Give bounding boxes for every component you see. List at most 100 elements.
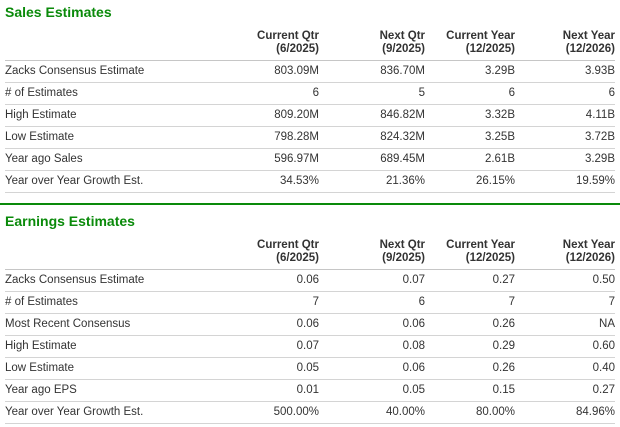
- cell-value: 0.07: [219, 335, 319, 358]
- cell-value: 0.06: [219, 313, 319, 336]
- cell-value: 846.82M: [319, 104, 425, 127]
- cell-value: 0.05: [219, 357, 319, 380]
- cell-value: 0.40: [515, 357, 615, 380]
- row-label: Low Estimate: [5, 357, 219, 380]
- cell-value: 7: [425, 291, 515, 314]
- row-label: Year ago Sales: [5, 148, 219, 171]
- table-row: Year over Year Growth Est. 34.53% 21.36% 26…: [5, 170, 615, 193]
- cell-value: 3.29B: [425, 60, 515, 83]
- cell-value: 6: [319, 291, 425, 314]
- row-label-header: [5, 30, 219, 61]
- cell-value: 4.11B: [515, 104, 615, 127]
- cell-value: 34.53%: [219, 170, 319, 193]
- column-header: Next Year (12/2026): [515, 30, 615, 61]
- cell-value: 803.09M: [219, 60, 319, 83]
- table-row: # of Estimates 6 5 6 6: [5, 82, 615, 105]
- column-header-label: Next Qtr: [379, 239, 425, 251]
- section-divider: [0, 203, 620, 205]
- cell-value: 0.15: [425, 379, 515, 402]
- row-label: Most Recent Consensus: [5, 313, 219, 336]
- row-label: Year ago EPS: [5, 379, 219, 402]
- row-label: High Estimate: [5, 335, 219, 358]
- cell-value: 0.27: [425, 269, 515, 292]
- cell-value: 7: [515, 291, 615, 314]
- cell-value: 0.27: [515, 379, 615, 402]
- cell-value: 0.05: [319, 379, 425, 402]
- sales-estimates-table: Current Qtr (6/2025) Next Qtr (9/2025) Curre…: [5, 30, 615, 193]
- cell-value: 0.60: [515, 335, 615, 358]
- sales-estimates-section: Sales Estimates Current Qtr (6/2025) Next …: [0, 5, 620, 193]
- cell-value: 3.72B: [515, 126, 615, 149]
- column-header-label: Current Qtr: [257, 239, 319, 251]
- cell-value: 21.36%: [319, 170, 425, 193]
- cell-value: 3.25B: [425, 126, 515, 149]
- column-header-period: (6/2025): [276, 42, 319, 55]
- column-header: Next Qtr (9/2025): [319, 239, 425, 270]
- cell-value: 40.00%: [319, 401, 425, 424]
- row-label: # of Estimates: [5, 291, 219, 314]
- cell-value: 596.97M: [219, 148, 319, 171]
- cell-value: 80.00%: [425, 401, 515, 424]
- cell-value: 809.20M: [219, 104, 319, 127]
- cell-value: NA: [515, 313, 615, 336]
- cell-value: 3.32B: [425, 104, 515, 127]
- table-row: Low Estimate 798.28M 824.32M 3.25B 3.72B: [5, 126, 615, 149]
- cell-value: 0.26: [425, 357, 515, 380]
- table-row: # of Estimates 7 6 7 7: [5, 291, 615, 314]
- cell-value: 26.15%: [425, 170, 515, 193]
- row-label: Year over Year Growth Est.: [5, 170, 219, 193]
- cell-value: 5: [319, 82, 425, 105]
- cell-value: 7: [219, 291, 319, 314]
- column-header-label: Current Qtr: [257, 30, 319, 42]
- cell-value: 836.70M: [319, 60, 425, 83]
- row-label: # of Estimates: [5, 82, 219, 105]
- table-row: Low Estimate 0.05 0.06 0.26 0.40: [5, 357, 615, 380]
- cell-value: 0.07: [319, 269, 425, 292]
- column-header: Current Year (12/2025): [425, 30, 515, 61]
- column-header: Current Qtr (6/2025): [219, 30, 319, 61]
- cell-value: 0.01: [219, 379, 319, 402]
- cell-value: 0.06: [319, 313, 425, 336]
- column-header-period: (9/2025): [382, 251, 425, 264]
- row-label-header: [5, 239, 219, 270]
- cell-value: 0.50: [515, 269, 615, 292]
- table-row: Year ago Sales 596.97M 689.45M 2.61B 3.29B: [5, 148, 615, 171]
- cell-value: 0.26: [425, 313, 515, 336]
- table-row: High Estimate 809.20M 846.82M 3.32B 4.11B: [5, 104, 615, 127]
- row-label: Zacks Consensus Estimate: [5, 269, 219, 292]
- column-header-label: Next Year: [562, 30, 615, 42]
- cell-value: 500.00%: [219, 401, 319, 424]
- table-row: Year over Year Growth Est. 500.00% 40.00% 8…: [5, 401, 615, 424]
- cell-value: 824.32M: [319, 126, 425, 149]
- cell-value: 3.29B: [515, 148, 615, 171]
- table-row: Year ago EPS 0.01 0.05 0.15 0.27: [5, 379, 615, 402]
- column-header-label: Current Year: [446, 239, 515, 251]
- header-row: Current Qtr (6/2025) Next Qtr (9/2025) Curre…: [5, 239, 615, 270]
- earnings-estimates-section: Earnings Estimates Current Qtr (6/2025) Ne…: [0, 214, 620, 424]
- column-header: Current Qtr (6/2025): [219, 239, 319, 270]
- column-header-period: (12/2025): [465, 42, 515, 55]
- cell-value: 6: [515, 82, 615, 105]
- cell-value: 2.61B: [425, 148, 515, 171]
- column-header: Next Year (12/2026): [515, 239, 615, 270]
- table-row: High Estimate 0.07 0.08 0.29 0.60: [5, 335, 615, 358]
- column-header-label: Next Qtr: [379, 30, 425, 42]
- column-header-label: Next Year: [562, 239, 615, 251]
- header-row: Current Qtr (6/2025) Next Qtr (9/2025) Curre…: [5, 30, 615, 61]
- column-header: Next Qtr (9/2025): [319, 30, 425, 61]
- estimates-page: Sales Estimates Current Qtr (6/2025) Next …: [0, 5, 620, 424]
- cell-value: 689.45M: [319, 148, 425, 171]
- row-label: Year over Year Growth Est.: [5, 401, 219, 424]
- sales-estimates-title: Sales Estimates: [5, 4, 112, 20]
- cell-value: 19.59%: [515, 170, 615, 193]
- table-row: Zacks Consensus Estimate 803.09M 836.70M 3.…: [5, 60, 615, 83]
- column-header: Current Year (12/2025): [425, 239, 515, 270]
- cell-value: 0.29: [425, 335, 515, 358]
- column-header-period: (6/2025): [276, 251, 319, 264]
- cell-value: 0.06: [219, 269, 319, 292]
- table-row: Most Recent Consensus 0.06 0.06 0.26 NA: [5, 313, 615, 336]
- column-header-period: (12/2025): [465, 251, 515, 264]
- earnings-estimates-title: Earnings Estimates: [5, 213, 135, 229]
- table-row: Zacks Consensus Estimate 0.06 0.07 0.27 0.50: [5, 269, 615, 292]
- cell-value: 3.93B: [515, 60, 615, 83]
